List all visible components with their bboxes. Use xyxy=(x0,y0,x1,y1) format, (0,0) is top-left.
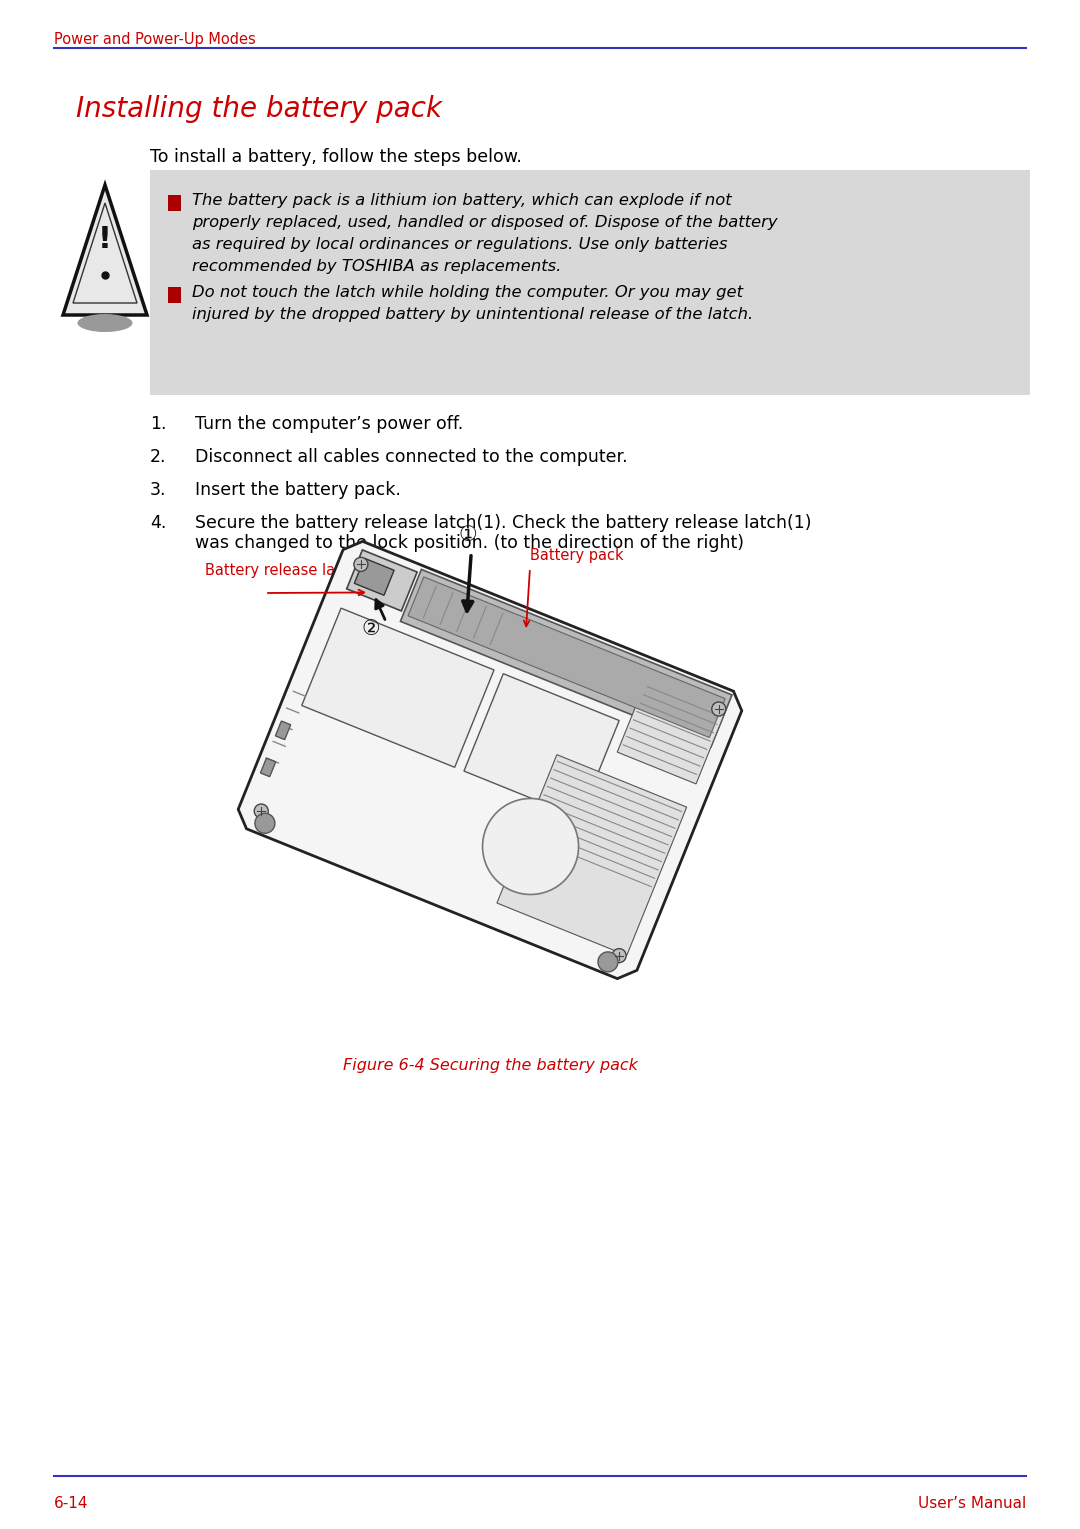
Text: !: ! xyxy=(98,225,112,254)
Polygon shape xyxy=(260,758,275,777)
Text: ②: ② xyxy=(361,619,380,639)
Text: Disconnect all cables connected to the computer.: Disconnect all cables connected to the c… xyxy=(195,448,627,466)
Text: To install a battery, follow the steps below.: To install a battery, follow the steps b… xyxy=(150,148,522,167)
Polygon shape xyxy=(401,569,732,746)
Text: as required by local ordinances or regulations. Use only batteries: as required by local ordinances or regul… xyxy=(192,237,728,252)
Ellipse shape xyxy=(78,313,133,332)
Bar xyxy=(168,196,181,211)
Text: Turn the computer’s power off.: Turn the computer’s power off. xyxy=(195,414,463,433)
Text: User’s Manual: User’s Manual xyxy=(918,1495,1026,1511)
Bar xyxy=(168,287,181,303)
Circle shape xyxy=(598,953,618,972)
Text: Installing the battery pack: Installing the battery pack xyxy=(76,95,442,122)
Circle shape xyxy=(483,798,579,894)
Polygon shape xyxy=(347,550,417,612)
Polygon shape xyxy=(464,674,619,818)
Polygon shape xyxy=(63,185,147,315)
Text: recommended by TOSHIBA as replacements.: recommended by TOSHIBA as replacements. xyxy=(192,258,562,274)
Polygon shape xyxy=(497,755,687,956)
Polygon shape xyxy=(618,677,726,784)
Text: 1.: 1. xyxy=(150,414,166,433)
Text: properly replaced, used, handled or disposed of. Dispose of the battery: properly replaced, used, handled or disp… xyxy=(192,216,778,229)
Text: Figure 6-4 Securing the battery pack: Figure 6-4 Securing the battery pack xyxy=(342,1058,637,1073)
Text: 3.: 3. xyxy=(150,482,166,498)
Circle shape xyxy=(354,558,368,572)
Circle shape xyxy=(254,804,268,818)
Text: was changed to the lock position. (to the direction of the right): was changed to the lock position. (to th… xyxy=(195,534,744,552)
Text: Battery pack: Battery pack xyxy=(530,547,623,563)
Text: Insert the battery pack.: Insert the battery pack. xyxy=(195,482,401,498)
Text: 4.: 4. xyxy=(150,514,166,532)
Text: 2.: 2. xyxy=(150,448,166,466)
Text: injured by the dropped battery by unintentional release of the latch.: injured by the dropped battery by uninte… xyxy=(192,307,753,323)
Polygon shape xyxy=(275,722,291,740)
Bar xyxy=(150,170,1030,394)
Text: Secure the battery release latch(1). Check the battery release latch(1): Secure the battery release latch(1). Che… xyxy=(195,514,811,532)
Text: The battery pack is a lithium ion battery, which can explode if not: The battery pack is a lithium ion batter… xyxy=(192,193,731,208)
Circle shape xyxy=(255,813,275,833)
Text: Power and Power-Up Modes: Power and Power-Up Modes xyxy=(54,32,256,47)
Text: ①: ① xyxy=(458,526,477,546)
Text: Battery release latch(1): Battery release latch(1) xyxy=(205,563,379,578)
Text: 6-14: 6-14 xyxy=(54,1495,89,1511)
Circle shape xyxy=(612,948,626,963)
Polygon shape xyxy=(408,576,725,737)
Polygon shape xyxy=(354,558,394,595)
Polygon shape xyxy=(239,541,742,979)
Text: Do not touch the latch while holding the computer. Or you may get: Do not touch the latch while holding the… xyxy=(192,284,743,300)
Circle shape xyxy=(712,702,726,716)
Polygon shape xyxy=(301,609,494,768)
